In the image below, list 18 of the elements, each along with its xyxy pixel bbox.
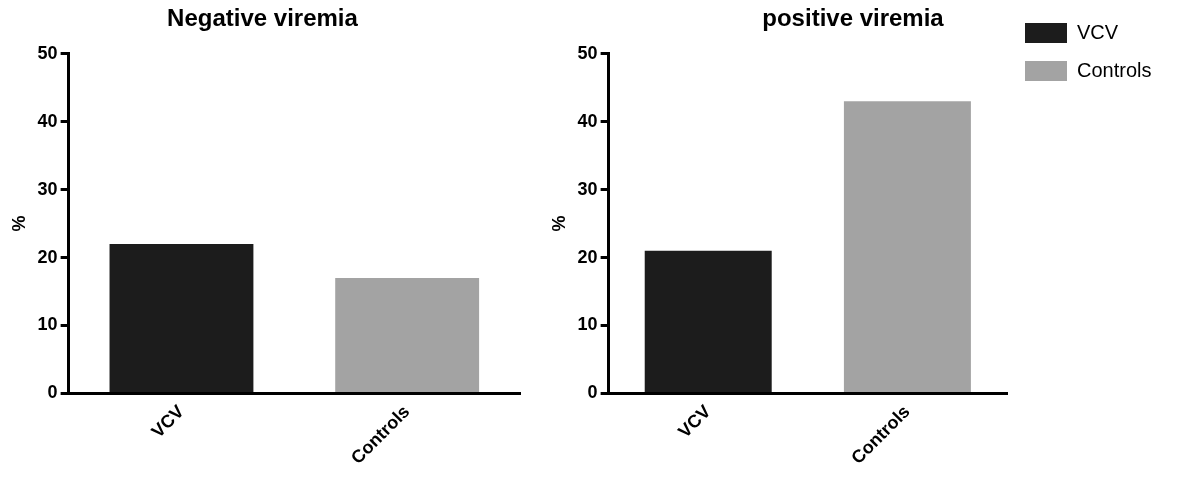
- y-tick-label: 40: [577, 110, 598, 131]
- chart-title: Negative viremia: [167, 4, 359, 32]
- y-axis-title: %: [8, 215, 29, 232]
- y-tick-label: 20: [577, 246, 598, 267]
- y-tick-label: 30: [577, 178, 598, 199]
- legend-label: Controls: [1077, 58, 1152, 81]
- y-tick-label: 0: [47, 382, 58, 403]
- legend-label: VCV: [1077, 20, 1119, 43]
- y-tick-label: 10: [37, 314, 58, 335]
- y-tick-label: 40: [37, 110, 58, 131]
- y-tick-label: 30: [37, 178, 58, 199]
- y-tick-label: 20: [37, 246, 58, 267]
- y-tick-label: 50: [577, 42, 598, 63]
- y-tick-label: 50: [37, 42, 58, 63]
- y-axis-title: %: [548, 215, 569, 232]
- chart-title: positive viremia: [762, 4, 945, 32]
- y-tick-label: 10: [577, 314, 598, 335]
- y-tick-label: 0: [587, 382, 598, 403]
